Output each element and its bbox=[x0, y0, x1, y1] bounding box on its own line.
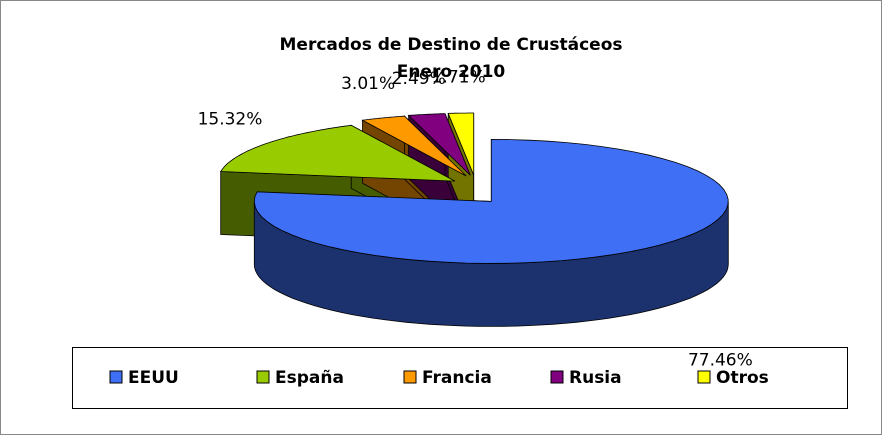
legend-label: España bbox=[275, 368, 344, 388]
data-label: 3.01% bbox=[341, 74, 395, 94]
legend-swatch bbox=[550, 370, 564, 384]
slice bbox=[219, 124, 456, 182]
chart-title: Mercados de Destino de Crustáceos bbox=[280, 35, 623, 55]
chart-subtitle: Enero 2010 bbox=[397, 62, 506, 82]
legend-label: Otros bbox=[716, 368, 769, 388]
legend-swatch bbox=[109, 370, 123, 384]
legend-swatch bbox=[403, 370, 417, 384]
legend-label: EEUU bbox=[128, 368, 179, 388]
legend-label: Rusia bbox=[569, 368, 622, 388]
legend-label: Francia bbox=[422, 368, 492, 388]
data-label: 1.71% bbox=[432, 67, 486, 87]
data-label: 2.49% bbox=[392, 69, 446, 89]
slice bbox=[407, 113, 471, 176]
legend-swatch bbox=[697, 370, 711, 384]
slice bbox=[361, 115, 467, 177]
legend-swatch bbox=[256, 370, 270, 384]
data-label: 15.32% bbox=[198, 110, 263, 130]
legend-box bbox=[72, 347, 848, 409]
slice bbox=[253, 138, 729, 264]
slice bbox=[447, 112, 475, 176]
data-label: 77.46% bbox=[688, 351, 753, 371]
